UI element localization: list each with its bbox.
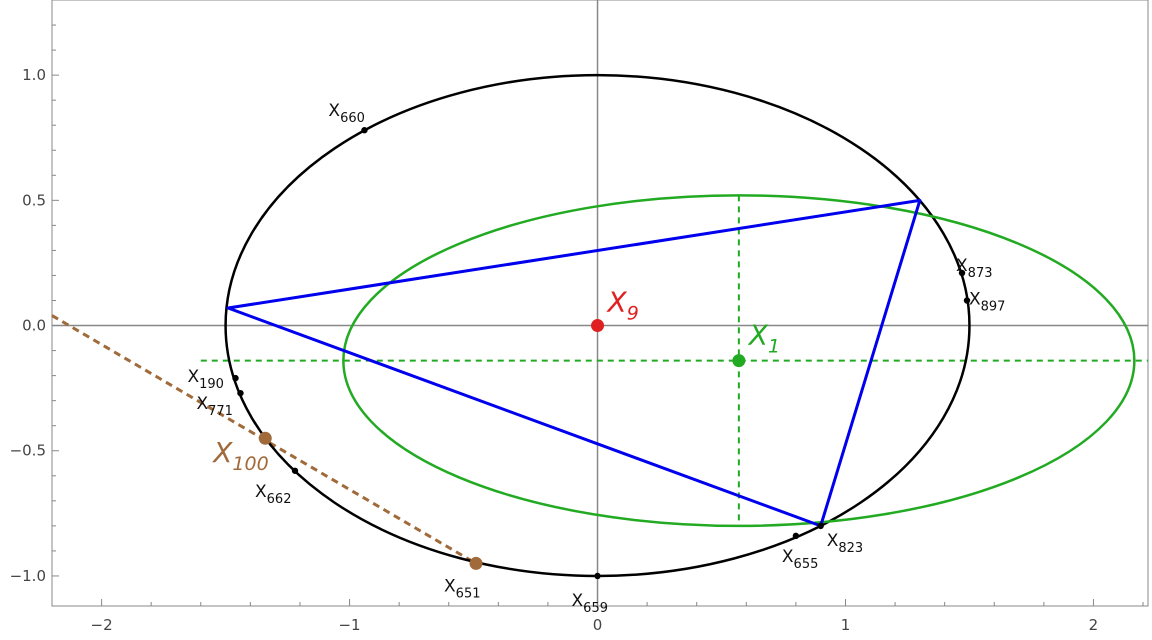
y-tick-label: −1.0 bbox=[10, 567, 46, 585]
label-x662: X662 bbox=[255, 482, 291, 507]
x-tick-label: 1 bbox=[841, 616, 851, 634]
point-x1 bbox=[732, 354, 746, 368]
x-tick-label: 2 bbox=[1089, 616, 1099, 634]
x-tick-label: −1 bbox=[338, 616, 360, 634]
x-tick-label: −2 bbox=[91, 616, 113, 634]
point-x655 bbox=[792, 532, 800, 540]
y-tick-label: 1.0 bbox=[22, 66, 46, 84]
point-x823 bbox=[817, 522, 824, 530]
point-x662 bbox=[291, 467, 299, 474]
label-x655: X655 bbox=[782, 547, 818, 572]
point-x771 bbox=[237, 389, 244, 397]
label-x897: X897 bbox=[969, 289, 1005, 314]
inellipse bbox=[342, 194, 1136, 528]
points bbox=[232, 127, 971, 580]
triangle bbox=[226, 198, 922, 528]
point-x9 bbox=[591, 319, 605, 333]
label-x873: X873 bbox=[956, 256, 992, 281]
point-x651_dot bbox=[469, 556, 483, 570]
label-x659: X659 bbox=[572, 591, 608, 616]
label-x771: X771 bbox=[196, 394, 232, 419]
label-x190: X190 bbox=[187, 367, 223, 392]
ticks: −2 −1 0 1 2 −1.0 −0.5 0.0 0.5 1.0 bbox=[10, 24, 1144, 634]
label-x1: X1 bbox=[747, 319, 780, 358]
point-x659 bbox=[594, 572, 601, 580]
label-x651: X651 bbox=[444, 576, 480, 601]
label-x660: X660 bbox=[328, 101, 364, 126]
point-x660 bbox=[361, 127, 368, 134]
y-tick-label: 0.5 bbox=[22, 191, 46, 209]
y-tick-label: −0.5 bbox=[10, 442, 46, 460]
point-x873 bbox=[958, 269, 966, 277]
y-tick-label: 0.0 bbox=[22, 317, 46, 335]
label-x823: X823 bbox=[827, 531, 863, 556]
point-x100 bbox=[258, 431, 272, 445]
point-x190 bbox=[232, 374, 239, 382]
point-x897 bbox=[963, 297, 971, 304]
label-x9: X9 bbox=[606, 286, 639, 325]
x-tick-label: 0 bbox=[593, 616, 603, 634]
label-x100: X100 bbox=[211, 436, 268, 475]
